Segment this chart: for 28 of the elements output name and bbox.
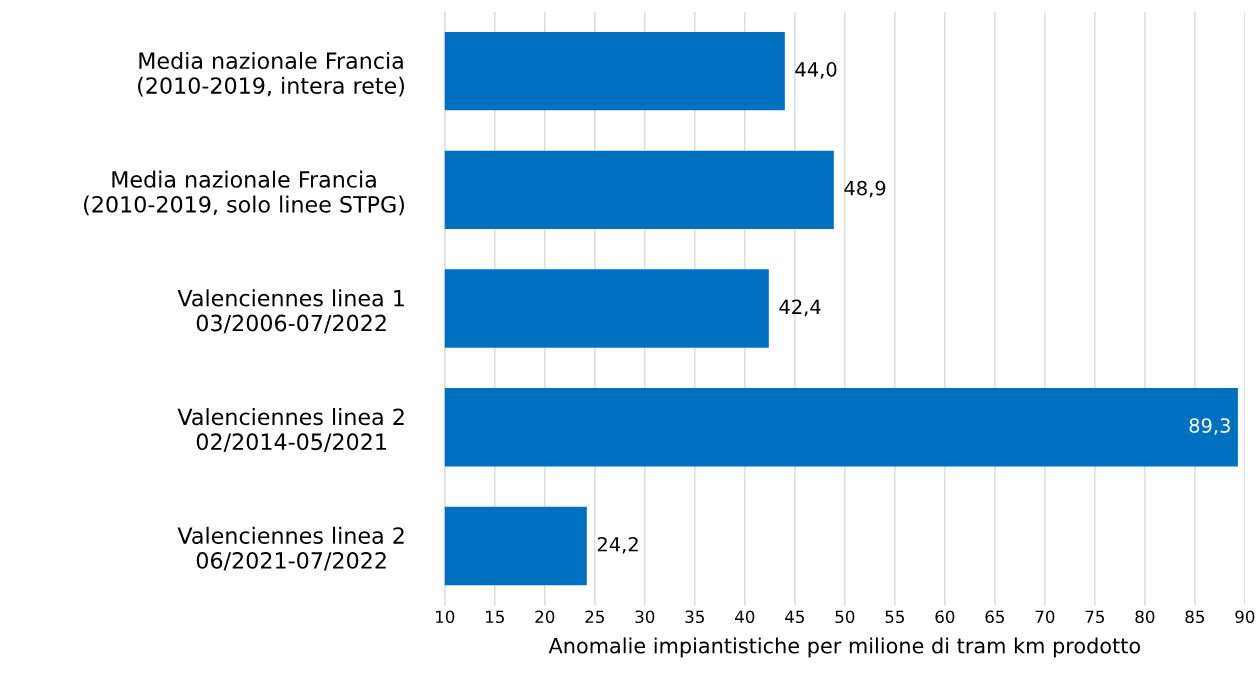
x-tick-label: 60 bbox=[935, 610, 955, 624]
y-tick-label: Valenciennes linea 2 06/2021-07/2022 bbox=[177, 526, 404, 571]
x-tick-label: 85 bbox=[1185, 610, 1205, 624]
x-tick-label: 80 bbox=[1135, 610, 1155, 624]
x-tick-label: 25 bbox=[585, 610, 604, 624]
x-tick-label: 75 bbox=[1085, 610, 1105, 624]
x-tick-label: 20 bbox=[535, 610, 555, 624]
y-tick-label: Valenciennes linea 1 03/2006-07/2022 bbox=[177, 289, 404, 334]
y-tick-label: Media nazionale Francia (2010-2019, solo linee STPG) bbox=[84, 170, 404, 216]
x-tick-label: 50 bbox=[835, 610, 855, 624]
x-tick-label: 15 bbox=[486, 610, 504, 624]
y-tick-label: Valenciennes linea 2 02/2014-05/2021 bbox=[177, 408, 404, 452]
x-tick-label: 45 bbox=[785, 610, 804, 624]
data-label: 24,2 bbox=[597, 536, 638, 554]
data-label: 48,9 bbox=[844, 180, 886, 198]
y-tick-label: Media nazionale Francia (2010-2019, intera rete) bbox=[138, 51, 404, 97]
x-tick-label: 65 bbox=[985, 610, 1004, 624]
data-label: 89,3 bbox=[1189, 418, 1230, 435]
x-axis-title: Anomalie impiantistiche per milione di tram km prodotto bbox=[548, 637, 1141, 658]
data-label: 44,0 bbox=[795, 62, 837, 79]
x-tick-label: 55 bbox=[885, 610, 904, 624]
x-tick-label: 90 bbox=[1235, 610, 1255, 624]
x-tick-label: 70 bbox=[1035, 610, 1055, 624]
x-tick-label: 35 bbox=[685, 610, 704, 624]
x-tick-label: 30 bbox=[635, 610, 655, 624]
data-label: 42,4 bbox=[779, 299, 821, 317]
x-tick-label: 40 bbox=[735, 610, 755, 624]
x-tick-label: 10 bbox=[436, 610, 455, 624]
